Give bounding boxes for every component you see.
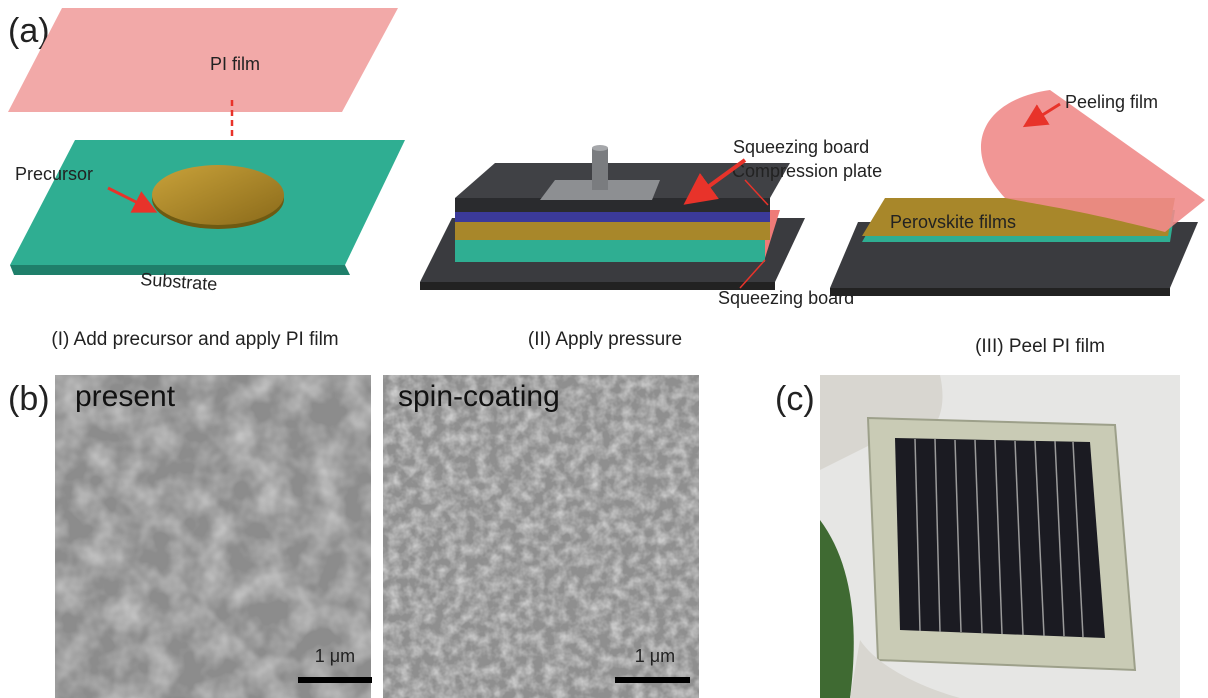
scale-bar	[615, 677, 690, 683]
bottom-board-edge	[420, 282, 775, 290]
sem-title: present	[75, 380, 176, 413]
leader	[739, 259, 766, 289]
sem-title: spin-coating	[398, 380, 560, 413]
scale-bar	[298, 677, 372, 683]
press-rod-top	[592, 145, 608, 151]
scale-label: 1 μm	[635, 646, 675, 666]
label: PI film	[210, 54, 260, 74]
pi-film-sheet	[8, 8, 398, 112]
label: Precursor	[15, 164, 93, 184]
label: Squeezing board	[718, 288, 854, 308]
press-rod	[592, 148, 608, 190]
precursor	[152, 165, 284, 225]
label: Squeezing board	[733, 137, 869, 157]
leaves	[820, 520, 854, 698]
caption: (II) Apply pressure	[528, 329, 682, 350]
panel-c: (c)	[775, 375, 1180, 698]
glove	[850, 640, 960, 698]
caption: (I) Add precursor and apply PI film	[51, 329, 338, 350]
scale-label: 1 μm	[315, 646, 355, 666]
label: Peeling film	[1065, 92, 1158, 112]
substrate-edge	[10, 265, 350, 275]
arrow	[1022, 102, 1061, 128]
leader	[744, 179, 769, 206]
panel-label: (c)	[775, 380, 815, 418]
bottom-board-edge	[830, 288, 1170, 296]
panel-label: (b)	[8, 380, 50, 418]
cell-lines	[914, 438, 1084, 638]
panel-label: (a)	[8, 12, 50, 50]
panel-b: (b) present spin-coating 1 μm 1 μm	[8, 375, 699, 698]
sem-texture	[383, 375, 699, 698]
sem-texture	[55, 375, 371, 698]
label: Compression plate	[732, 161, 882, 181]
top-board-edge	[455, 198, 770, 212]
arrow	[683, 158, 747, 205]
label: Substrate	[140, 269, 218, 294]
label: Perovskite films	[890, 212, 1016, 232]
arrow	[107, 186, 158, 213]
solar-module	[895, 438, 1105, 638]
caption: (III) Peel PI film	[975, 336, 1105, 357]
panel-a: (a) PI film Precursor Substrate (I) Add …	[8, 8, 1205, 357]
perovskite-layer	[455, 218, 770, 240]
